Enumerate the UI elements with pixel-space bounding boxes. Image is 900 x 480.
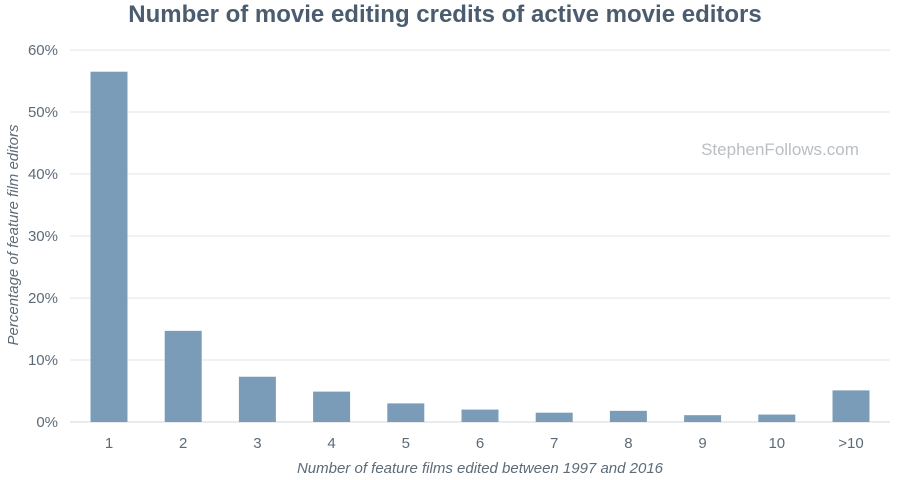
bar [684, 415, 722, 422]
x-tick-label: 8 [624, 435, 632, 452]
y-tick-label: 0% [36, 414, 58, 431]
chart-title: Number of movie editing credits of activ… [128, 1, 761, 28]
bar [461, 409, 499, 422]
bar [387, 403, 425, 422]
bar [609, 410, 647, 422]
x-axis-ticks: 1 2 3 4 5 6 7 8 9 10 >10 [105, 435, 864, 452]
y-tick-label: 30% [28, 228, 58, 245]
x-tick-label: 7 [550, 435, 558, 452]
bar [90, 71, 128, 422]
x-tick-label: 4 [327, 435, 335, 452]
y-tick-label: 60% [28, 42, 58, 59]
gridlines [70, 49, 890, 423]
x-tick-label: 1 [105, 435, 113, 452]
x-tick-label: 5 [402, 435, 410, 452]
y-tick-label: 50% [28, 104, 58, 121]
watermark: StephenFollows.com [701, 140, 859, 159]
bar [313, 391, 351, 422]
x-tick-label: 9 [698, 435, 706, 452]
y-tick-label: 20% [28, 290, 58, 307]
y-axis-ticks: 0% 10% 20% 30% 40% 50% 60% [28, 42, 58, 431]
bars [90, 71, 870, 422]
x-tick-label: 6 [476, 435, 484, 452]
y-tick-label: 40% [28, 166, 58, 183]
x-tick-label: 3 [253, 435, 261, 452]
bar [238, 376, 276, 422]
bar [758, 414, 796, 422]
bar [164, 330, 202, 422]
x-tick-label: >10 [838, 435, 863, 452]
x-tick-label: 2 [179, 435, 187, 452]
y-tick-label: 10% [28, 352, 58, 369]
y-axis-title: Percentage of feature film editors [5, 124, 22, 345]
bar [832, 390, 870, 422]
x-tick-label: 10 [768, 435, 785, 452]
bar [535, 412, 573, 422]
x-axis-title: Number of feature films edited between 1… [297, 460, 664, 477]
